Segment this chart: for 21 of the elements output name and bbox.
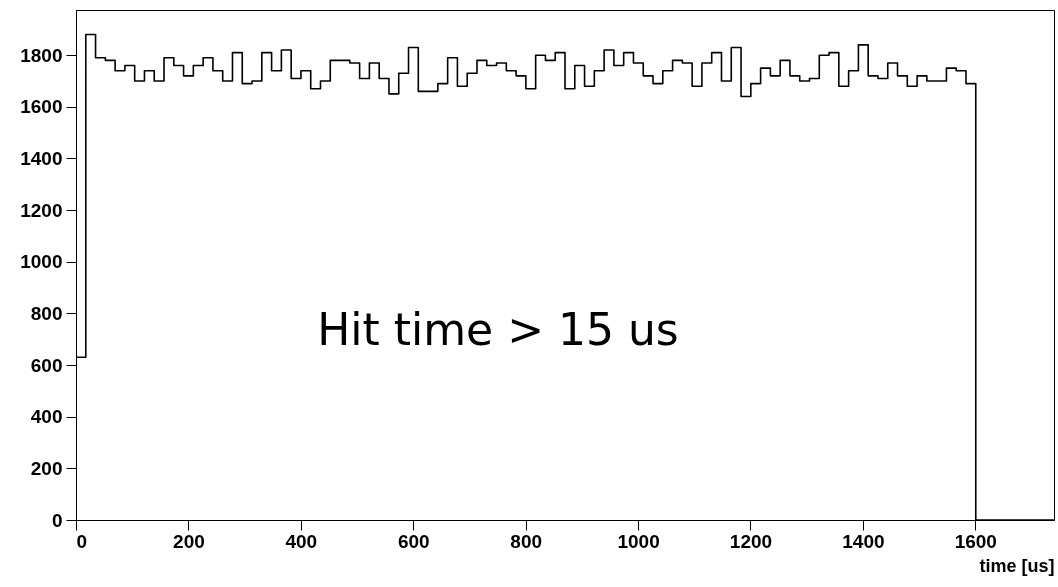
y-tick-label: 1000: [20, 251, 63, 273]
y-tick-label: 1200: [20, 199, 63, 221]
y-tick-label: 1600: [20, 96, 63, 118]
y-tick-label: 200: [30, 457, 63, 479]
x-tick-label: 200: [173, 530, 205, 552]
y-tick-label: 600: [30, 354, 63, 376]
x-tick-label: 1400: [842, 530, 885, 552]
y-tick-label: 800: [30, 302, 63, 324]
y-tick-label: 1800: [20, 44, 63, 66]
x-tick-label: 400: [285, 530, 318, 552]
y-tick-label: 400: [30, 406, 63, 428]
x-tick-label: 1200: [729, 530, 773, 552]
annotation: Hit time > 15 us: [317, 304, 679, 355]
x-tick-label: 1000: [617, 530, 660, 552]
x-tick-label: 0: [76, 530, 88, 552]
y-tick-label: 0: [51, 509, 63, 531]
y-tick-label: 1400: [20, 147, 63, 169]
x-tick-label: 1600: [954, 530, 997, 552]
x-tick-label: 600: [397, 530, 430, 552]
x-tick-label: 800: [510, 530, 543, 552]
x-axis-title: time [us]: [979, 555, 1055, 576]
